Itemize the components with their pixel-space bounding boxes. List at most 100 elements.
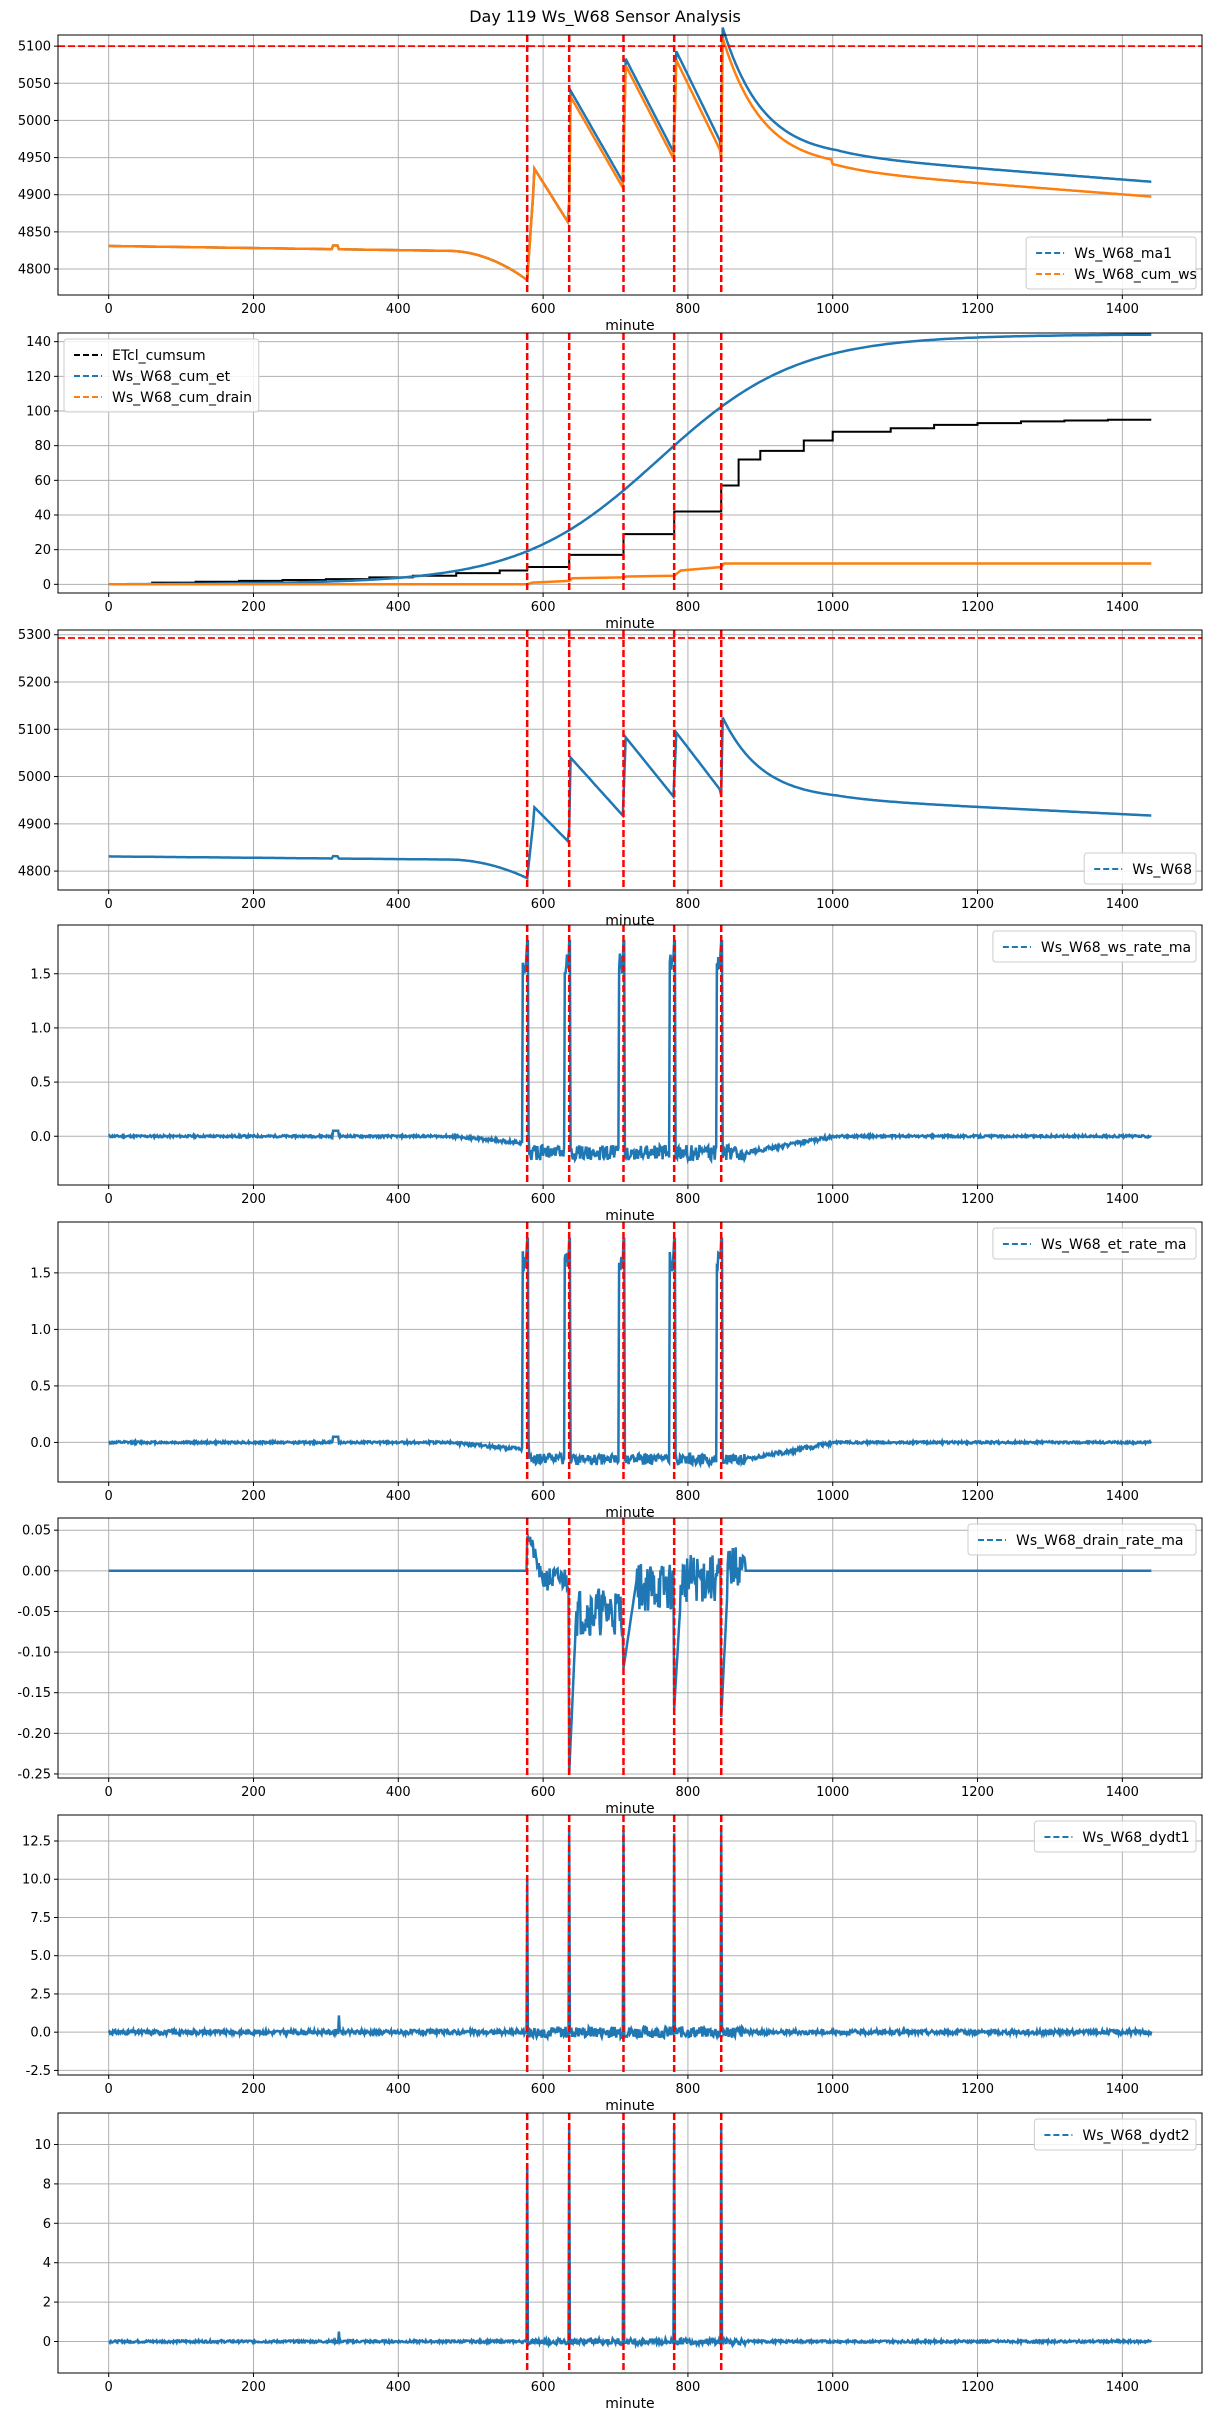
y-tick-label: 4 [43,2256,51,2271]
axes-frame [57,1517,1203,1779]
legend: Ws_W68_et_rate_ma [992,1227,1197,1260]
x-tick-label: 600 [531,600,556,615]
legend: Ws_W68_dydt1 [1033,1820,1197,1853]
x-tick-label: 1000 [816,302,849,317]
legend: Ws_W68_ma1 Ws_W68_cum_ws [1025,236,1197,290]
x-tick-label: 1400 [1106,2082,1139,2097]
chart-panel-5: 0 200 400 600 800 1000 1200 1400 0.0 0.5 1.0 1.5 min… [30,1221,1203,1521]
x-tick-label: 1200 [961,1785,994,1800]
y-tick-label: 10.0 [22,1873,51,1888]
y-tick-label: 12.5 [22,1835,51,1850]
x-tick-label: 400 [386,1785,411,1800]
x-tick-label: 1000 [816,2380,849,2395]
y-tick-label: 0.05 [22,1524,51,1539]
legend-box [1033,1820,1197,1853]
series-Ws_W68_cum_et [108,333,1152,586]
x-tick-label: 800 [676,600,701,615]
y-tick-label: 4800 [18,865,51,880]
plot-area [58,630,1202,890]
legend-box [1033,2118,1197,2151]
y-tick-label: 10 [34,2138,51,2153]
legend-box [992,1227,1197,1260]
y-tick-label: 0.5 [30,1379,51,1394]
legend: Ws_W68_drain_rate_ma [967,1523,1197,1556]
y-tick-label: -0.05 [17,1605,51,1620]
y-tick-label: 1.0 [30,1323,51,1338]
x-tick-label: 1400 [1106,1489,1139,1504]
y-tick-label: 0 [43,2335,51,2350]
x-tick-label: 400 [386,1192,411,1207]
x-tick-label: 800 [676,1192,701,1207]
x-tick-label: 1400 [1106,302,1139,317]
y-tick-label: 7.5 [30,1911,51,1926]
x-tick-label: 200 [241,897,266,912]
x-tick-label: 0 [105,600,113,615]
y-tick-label: 80 [34,439,51,454]
y-tick-label: 5100 [18,723,51,738]
plot-area [58,35,1202,295]
x-tick-label: 200 [241,600,266,615]
y-tick-label: 5000 [18,770,51,785]
legend-entry: Ws_W68 [1132,862,1192,878]
x-tick-label: 1000 [816,1785,849,1800]
x-tick-label: 800 [676,2082,701,2097]
x-tick-label: 400 [386,600,411,615]
chart-panel-3: 0 200 400 600 800 1000 1200 1400 4800 4900 5000 510… [18,628,1203,929]
x-tick-label: 400 [386,897,411,912]
legend-entry: Ws_W68_ws_rate_ma [1041,940,1191,956]
x-tick-label: 200 [241,1489,266,1504]
plot-area [58,1222,1202,1482]
chart-panel-7: 0 200 400 600 800 1000 1200 1400 -2.5 0.0 2.5 5.0 7.… [22,1814,1203,2114]
chart-panel-6: 0 200 400 600 800 1000 1200 1400 -0.25 -0.20 -0.15… [17,1517,1203,1817]
y-tick-label: -0.20 [17,1727,51,1742]
y-tick-label: 5300 [18,628,51,643]
axes-frame [57,1814,1203,2076]
x-axis-label: minute [605,1505,654,1521]
y-tick-label: 5100 [18,40,51,55]
figure-title: Day 119 Ws_W68 Sensor Analysis [469,7,741,27]
series-ETcl_cumsum [108,418,1152,586]
y-tick-label: 60 [34,474,51,489]
x-tick-label: 0 [105,1785,113,1800]
x-tick-label: 0 [105,302,113,317]
x-tick-label: 400 [386,1489,411,1504]
y-tick-label: -2.5 [26,2064,51,2079]
series-Ws_W68_dydt2 [108,2124,1153,2350]
x-tick-label: 1000 [816,2082,849,2097]
y-tick-label: 8 [43,2177,51,2192]
x-tick-label: 400 [386,302,411,317]
x-axis-label: minute [605,616,654,632]
x-tick-label: 1200 [961,2082,994,2097]
series-Ws_W68_cum_ws [108,37,1152,283]
x-tick-label: 800 [676,2380,701,2395]
x-tick-label: 400 [386,2380,411,2395]
y-tick-label: 0.0 [30,1436,51,1451]
series-Ws_W68_et_rate_ma [108,1237,1153,1470]
y-tick-label: 5050 [18,77,51,92]
x-tick-label: 1000 [816,897,849,912]
x-tick-label: 200 [241,1785,266,1800]
series-Ws_W68_dydt1 [107,1825,1153,2042]
x-tick-label: 0 [105,897,113,912]
legend: Ws_W68_dydt2 [1033,2118,1197,2151]
chart-panel-2: 0 200 400 600 800 1000 1200 1400 0 20 40 60 80 100 120… [26,332,1203,632]
y-tick-label: -0.25 [17,1767,51,1782]
y-tick-label: 5.0 [30,1949,51,1964]
plot-area [58,1518,1202,1778]
y-tick-label: 0.00 [22,1564,51,1579]
plot-area [58,925,1202,1185]
x-tick-label: 1400 [1106,1192,1139,1207]
y-tick-label: 120 [26,370,51,385]
legend-entry: Ws_W68_drain_rate_ma [1016,1533,1183,1549]
x-axis-label: minute [605,2098,654,2114]
legend-entry: ETcl_cumsum [112,348,206,364]
axes-frame [57,332,1203,594]
x-tick-label: 0 [105,1489,113,1504]
legend-box [992,930,1197,963]
legend-entry: Ws_W68_et_rate_ma [1041,1237,1187,1253]
legend: ETcl_cumsum Ws_W68_cum_et Ws_W68_cum_drain [63,338,260,413]
x-tick-label: 1000 [816,1192,849,1207]
x-tick-label: 600 [531,1785,556,1800]
y-tick-label: 0 [43,578,51,593]
